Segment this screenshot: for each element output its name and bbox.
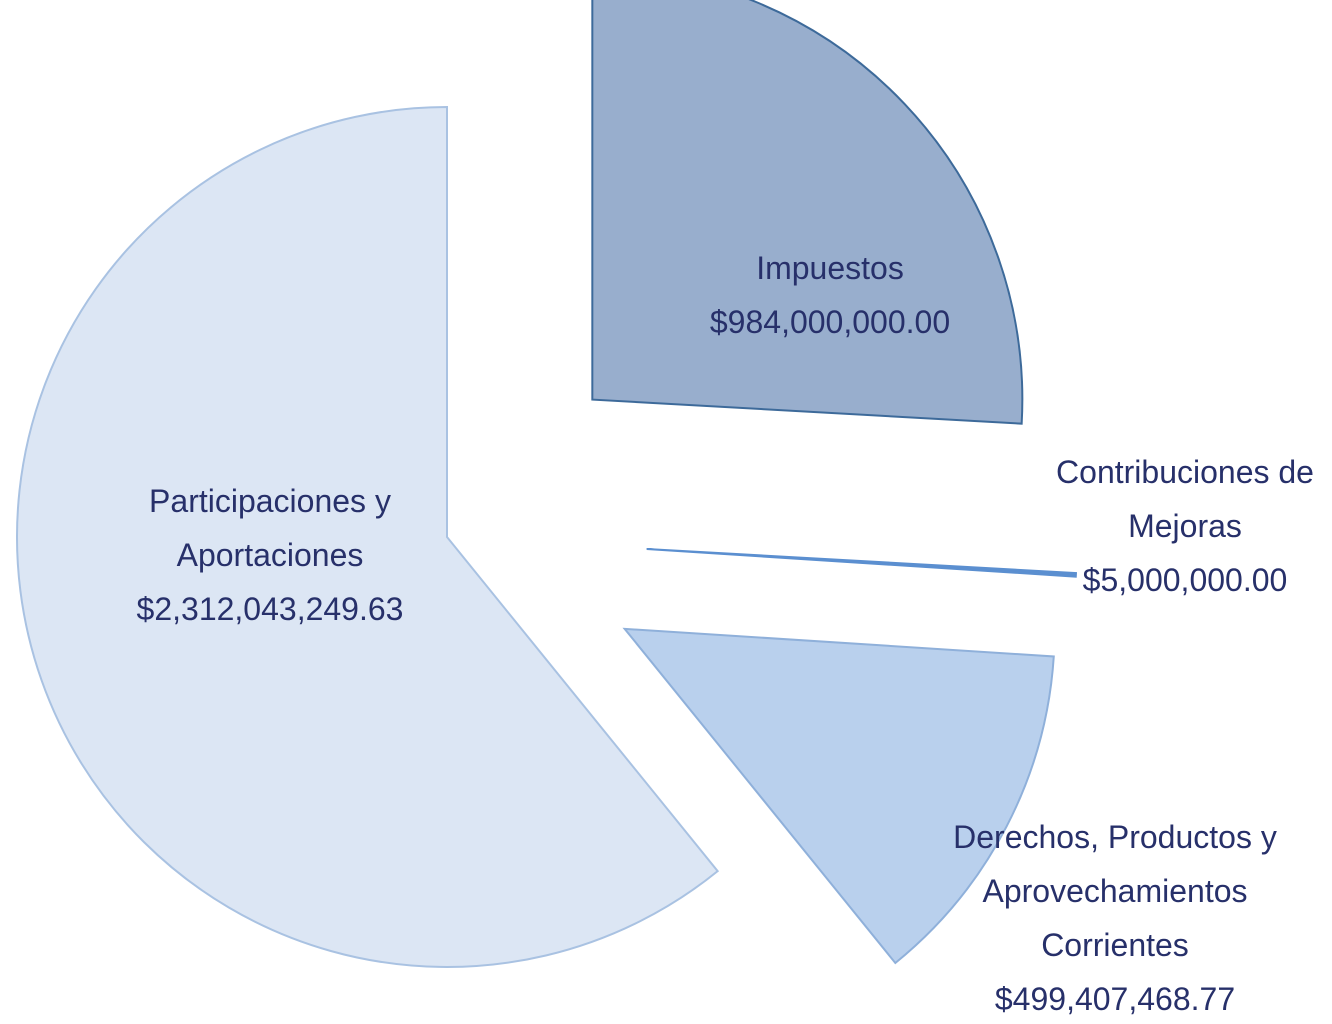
value-label: $2,312,043,249.63 xyxy=(136,591,404,627)
pie-slice xyxy=(16,105,720,968)
slice-label: Contribuciones de Mejoras $5,000,000.00 xyxy=(1035,445,1332,607)
category-label: Derechos, Productos y Aprovechamientos C… xyxy=(953,819,1277,963)
value-label: $5,000,000.00 xyxy=(1082,562,1288,598)
slice-label-box: Impuestos $984,000,000.00 xyxy=(630,241,1030,349)
category-label: Contribuciones de Mejoras xyxy=(1056,454,1314,544)
value-label: $984,000,000.00 xyxy=(709,304,951,340)
pie-slice xyxy=(591,0,1024,425)
slice-label: Impuestos $984,000,000.00 xyxy=(630,241,1030,349)
slice-label: Participaciones y Aportaciones $2,312,043… xyxy=(80,474,460,636)
slice-label-box: Contribuciones de Mejoras $5,000,000.00 xyxy=(1035,445,1332,607)
value-label: $499,407,468.77 xyxy=(994,981,1236,1017)
pie-slice xyxy=(622,627,1055,965)
pie-slice xyxy=(646,548,1078,578)
category-label: Participaciones y Aportaciones xyxy=(149,483,391,573)
slice-label: Derechos, Productos y Aprovechamientos C… xyxy=(905,810,1325,1024)
category-label: Impuestos xyxy=(756,250,904,286)
slice-label-box: Derechos, Productos y Aprovechamientos C… xyxy=(905,810,1325,1024)
slice-label-box: Participaciones y Aportaciones $2,312,043… xyxy=(80,474,460,636)
